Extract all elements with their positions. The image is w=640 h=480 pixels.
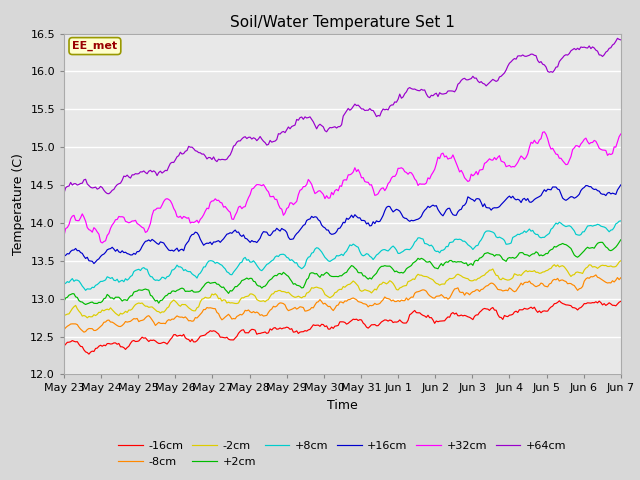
-16cm [517,307,525,312]
+64cm [228,148,236,154]
Legend: -16cm, -8cm, -2cm, +2cm, +8cm, +16cm, +32cm, +64cm: -16cm, -8cm, -2cm, +2cm, +8cm, +16cm, +3… [114,437,571,471]
-16cm [228,337,236,343]
-16cm [185,336,193,342]
+64cm [60,190,68,196]
+64cm [67,180,74,185]
+8cm [617,218,625,224]
Line: +64cm: +64cm [64,38,621,194]
+64cm [374,113,382,119]
+16cm [617,182,625,188]
-8cm [60,327,68,333]
Y-axis label: Temperature (C): Temperature (C) [12,153,25,255]
-16cm [85,351,93,357]
+2cm [374,267,382,273]
-2cm [228,300,236,306]
+8cm [82,288,90,293]
+8cm [185,269,193,275]
Line: +32cm: +32cm [64,132,621,243]
Title: Soil/Water Temperature Set 1: Soil/Water Temperature Set 1 [230,15,455,30]
-8cm [80,329,88,335]
-8cm [524,279,532,285]
-16cm [67,339,74,345]
+64cm [524,53,532,59]
+2cm [617,237,625,243]
+64cm [517,53,525,59]
-8cm [185,318,193,324]
+32cm [517,153,525,159]
+2cm [82,301,90,307]
+8cm [60,281,68,287]
+16cm [374,219,382,225]
+16cm [90,261,98,266]
Line: -2cm: -2cm [64,261,621,318]
+2cm [517,250,525,255]
+32cm [60,233,68,239]
-2cm [67,308,74,314]
-2cm [524,269,532,275]
+16cm [60,253,68,259]
+16cm [67,249,74,254]
+32cm [617,131,625,137]
+16cm [524,196,532,202]
+2cm [524,252,532,258]
-8cm [228,316,236,322]
Text: EE_met: EE_met [72,41,118,51]
-2cm [517,273,525,278]
+32cm [67,216,74,222]
-16cm [556,298,563,304]
Line: -16cm: -16cm [64,301,621,354]
+16cm [228,230,236,236]
Line: -8cm: -8cm [64,275,621,332]
+16cm [185,238,193,244]
+64cm [105,191,113,197]
+2cm [228,288,236,294]
-2cm [374,284,382,289]
-16cm [617,299,625,304]
+2cm [67,292,74,298]
-8cm [592,272,600,278]
+32cm [99,240,106,246]
-16cm [524,306,532,312]
+32cm [524,151,532,157]
+8cm [67,277,74,283]
-2cm [185,305,193,311]
-8cm [374,301,382,307]
-16cm [374,323,382,328]
-2cm [60,312,68,318]
-8cm [67,321,74,327]
-8cm [517,280,525,286]
X-axis label: Time: Time [327,399,358,412]
+32cm [541,129,548,135]
+8cm [228,272,236,277]
+8cm [524,228,532,234]
+64cm [614,36,621,41]
-16cm [60,343,68,349]
-2cm [617,258,625,264]
Line: +2cm: +2cm [64,240,621,304]
+16cm [517,200,525,205]
-2cm [83,315,91,321]
+64cm [617,37,625,43]
+32cm [185,215,193,221]
+8cm [517,230,525,236]
-8cm [617,275,625,281]
+32cm [228,216,236,222]
+8cm [374,251,382,257]
+2cm [60,299,68,304]
+32cm [374,191,382,197]
+2cm [185,288,193,294]
Line: +16cm: +16cm [64,185,621,264]
Line: +8cm: +8cm [64,221,621,290]
+64cm [185,144,193,149]
